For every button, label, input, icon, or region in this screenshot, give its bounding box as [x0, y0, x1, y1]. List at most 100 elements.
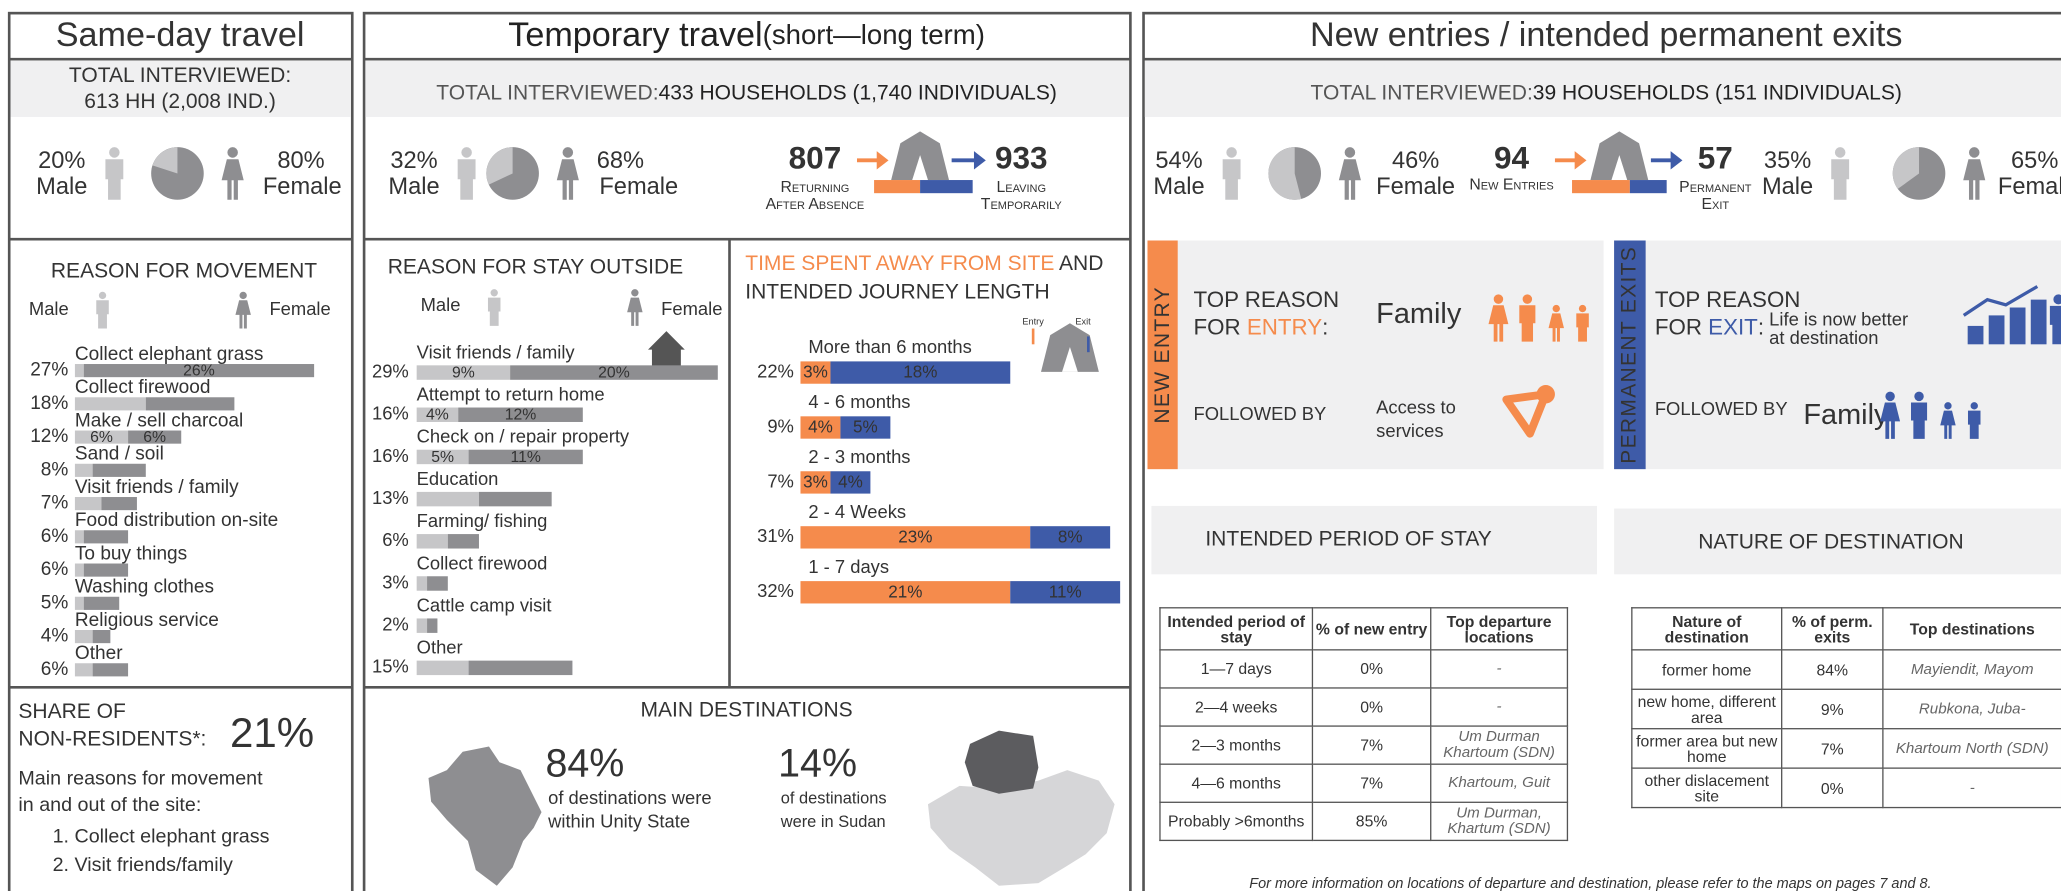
head	[109, 147, 120, 158]
box-heading-part: FOR	[1655, 314, 1708, 339]
table-header-cell: % of perm. exits	[1781, 607, 1884, 651]
section-title: NATURE OF DESTINATION	[1698, 530, 1963, 553]
table-row: former area but new home 7% Khartoum North…	[1631, 728, 2061, 769]
male-pct: 32%	[390, 148, 437, 174]
tent-door	[1062, 346, 1078, 372]
head	[631, 289, 639, 297]
bar-segment	[83, 530, 129, 544]
panel	[362, 11, 1132, 891]
tent-door	[912, 155, 928, 181]
body	[96, 300, 109, 329]
exit-label: Permanent	[1679, 179, 1752, 196]
note: Main reasons for movement	[18, 768, 263, 790]
bar-value: 2%	[382, 614, 409, 635]
pie-slice	[486, 147, 513, 185]
head	[461, 147, 472, 158]
body	[105, 159, 124, 200]
bar-label: Check on / repair property	[417, 426, 630, 447]
leaving-value: 933	[995, 140, 1048, 176]
head	[562, 147, 574, 158]
total-band	[1144, 60, 2061, 117]
box-heading-part: FOR	[1193, 314, 1246, 339]
section-title: INTENDED PERIOD OF STAY	[1205, 528, 1491, 551]
title-box	[1151, 505, 1598, 575]
table-cell: -	[1430, 687, 1569, 727]
bar-label: Make / sell charcoal	[75, 410, 243, 431]
female-icon	[1940, 402, 1956, 439]
bar-segment	[74, 630, 93, 644]
bar-segment	[74, 463, 93, 477]
bar-label: 1 - 7 days	[808, 556, 889, 577]
share-value: 21%	[230, 709, 314, 756]
segment-label: 4%	[426, 407, 449, 424]
table-header-cell: Top departure locations	[1430, 607, 1569, 651]
table-cell: 0%	[1311, 649, 1432, 689]
total-part: 39 HOUSEHOLDS (151 INDIVIDUALS)	[1533, 81, 1902, 104]
table-cell: Mayiendit, Mayom	[1882, 649, 2061, 690]
bar-segment	[800, 526, 1031, 549]
bar-segment	[468, 660, 573, 676]
legend-female: Female	[661, 298, 722, 319]
network-node	[1536, 385, 1555, 404]
bar-label: 2 - 4 Weeks	[808, 501, 906, 522]
arrow-head	[973, 151, 986, 170]
note: of destinations	[781, 789, 887, 807]
head	[490, 289, 498, 297]
map-unity	[428, 746, 542, 886]
body	[2049, 305, 2061, 345]
bar-label: Collect elephant grass	[75, 344, 263, 365]
section-title: MAIN DESTINATIONS	[641, 699, 853, 722]
box-value: at destination	[1769, 327, 1878, 348]
period-table: Intended period of stay% of new entry Top…	[1159, 607, 1569, 842]
bar-label: More than 6 months	[808, 336, 971, 357]
flow-bar	[1572, 180, 1630, 194]
returning-label: After Absence	[766, 196, 865, 213]
segment-label: 23%	[898, 528, 932, 547]
section-title: REASON FOR MOVEMENT	[51, 260, 317, 283]
bar-label: Attempt to return home	[417, 384, 605, 405]
bar-segment	[74, 663, 93, 677]
box-heading: TOP REASON	[1655, 287, 1801, 312]
chart-icon-arrow	[1962, 285, 2039, 317]
bar-label: Other	[417, 637, 463, 658]
big-pct: 14%	[778, 742, 857, 786]
table-cell: Rubkona, Juba-	[1882, 688, 2061, 730]
male-icon	[1222, 147, 1241, 200]
head	[239, 291, 247, 300]
bar-segment	[468, 449, 583, 465]
bar-segment	[840, 416, 891, 439]
chart-icon-bar	[1967, 325, 1984, 345]
table-row: other dislacement site 0% -	[1631, 767, 2061, 809]
big-pct: 84%	[545, 742, 624, 786]
segment-label: 11%	[1049, 582, 1082, 601]
total-part: TOTAL INTERVIEWED:	[436, 81, 658, 104]
bar-segment	[74, 497, 102, 511]
bar-label: Religious service	[75, 610, 219, 631]
table-header-cell: Nature of destination	[1631, 607, 1783, 651]
table-cell: 84%	[1781, 649, 1884, 690]
bar-label: Sand / soil	[75, 444, 164, 465]
bar-segment	[830, 471, 871, 494]
female-icon	[1963, 147, 1986, 200]
head	[1914, 391, 1924, 402]
bar-segment	[74, 596, 84, 610]
box-heading: FOLLOWED BY	[1193, 403, 1326, 424]
legend-male: Male	[29, 298, 69, 319]
segment-label: 4%	[838, 473, 863, 492]
bar-segment	[1030, 526, 1111, 549]
returning-label: Returning	[781, 179, 850, 196]
segment-label: 21%	[888, 582, 922, 601]
pie-slice	[1268, 147, 1302, 200]
table-row: Probably >6months 85% Um Durman, Khartum (…	[1159, 801, 1569, 842]
bar-segment	[800, 581, 1011, 604]
table-row: 4—6 months 7% Khartoum, Guit	[1159, 763, 1569, 803]
chart-icon-bar	[2009, 307, 2026, 345]
male-icon	[1910, 391, 1928, 439]
male-label: Male	[1153, 174, 1204, 200]
segment-label: 18%	[903, 363, 937, 382]
note: in and out of the site:	[18, 794, 201, 816]
box-heading-part: EXIT	[1708, 314, 1758, 339]
female-icon	[221, 147, 244, 200]
entry-strip	[1147, 240, 1178, 470]
